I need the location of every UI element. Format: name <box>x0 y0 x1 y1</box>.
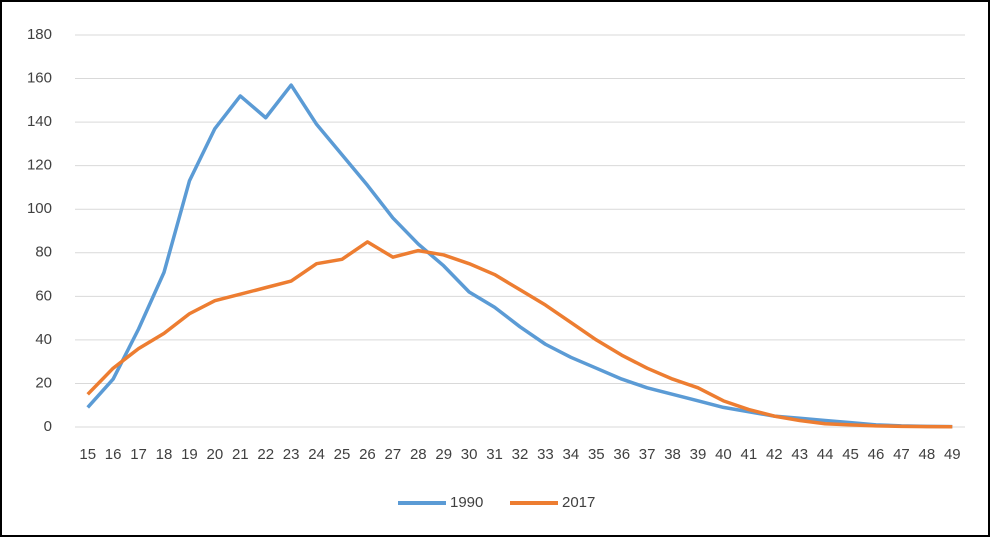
x-tick-label: 27 <box>385 446 402 463</box>
x-tick-label: 33 <box>537 446 554 463</box>
x-tick-label: 30 <box>461 446 478 463</box>
x-tick-label: 17 <box>130 446 147 463</box>
y-tick-label: 60 <box>35 287 52 304</box>
legend-label: 2017 <box>562 494 595 511</box>
y-tick-label: 80 <box>35 244 52 261</box>
x-tick-label: 47 <box>893 446 910 463</box>
y-tick-label: 40 <box>35 331 52 348</box>
x-tick-label: 44 <box>817 446 834 463</box>
x-tick-label: 31 <box>486 446 503 463</box>
x-tick-label: 18 <box>156 446 173 463</box>
y-tick-label: 140 <box>27 113 52 130</box>
x-tick-label: 46 <box>868 446 885 463</box>
x-tick-label: 32 <box>512 446 529 463</box>
y-tick-label: 160 <box>27 70 52 87</box>
x-tick-label: 23 <box>283 446 300 463</box>
x-tick-label: 24 <box>308 446 325 463</box>
y-tick-label: 0 <box>44 418 52 435</box>
data-line <box>86 240 953 429</box>
x-tick-label: 37 <box>639 446 656 463</box>
x-tick-label: 20 <box>207 446 224 463</box>
x-tick-label: 45 <box>842 446 859 463</box>
x-tick-label: 15 <box>79 446 96 463</box>
legend-label: 1990 <box>450 494 483 511</box>
x-tick-label: 19 <box>181 446 198 463</box>
x-tick-label: 25 <box>334 446 351 463</box>
x-tick-label: 43 <box>791 446 808 463</box>
y-tick-label: 20 <box>35 374 52 391</box>
x-tick-label: 34 <box>563 446 580 463</box>
x-tick-label: 42 <box>766 446 783 463</box>
y-tick-label: 120 <box>27 157 52 174</box>
y-tick-label: 180 <box>27 26 52 43</box>
x-tick-label: 22 <box>257 446 274 463</box>
x-tick-label: 48 <box>919 446 936 463</box>
x-tick-label: 28 <box>410 446 427 463</box>
data-line <box>86 83 953 429</box>
x-tick-label: 16 <box>105 446 122 463</box>
x-tick-label: 39 <box>690 446 707 463</box>
x-tick-label: 35 <box>588 446 605 463</box>
x-tick-label: 36 <box>613 446 630 463</box>
x-tick-label: 49 <box>944 446 961 463</box>
x-tick-label: 21 <box>232 446 249 463</box>
y-tick-label: 100 <box>27 200 52 217</box>
x-tick-label: 29 <box>435 446 452 463</box>
x-tick-label: 40 <box>715 446 732 463</box>
x-tick-label: 38 <box>664 446 681 463</box>
x-tick-label: 41 <box>741 446 758 463</box>
x-tick-label: 26 <box>359 446 376 463</box>
